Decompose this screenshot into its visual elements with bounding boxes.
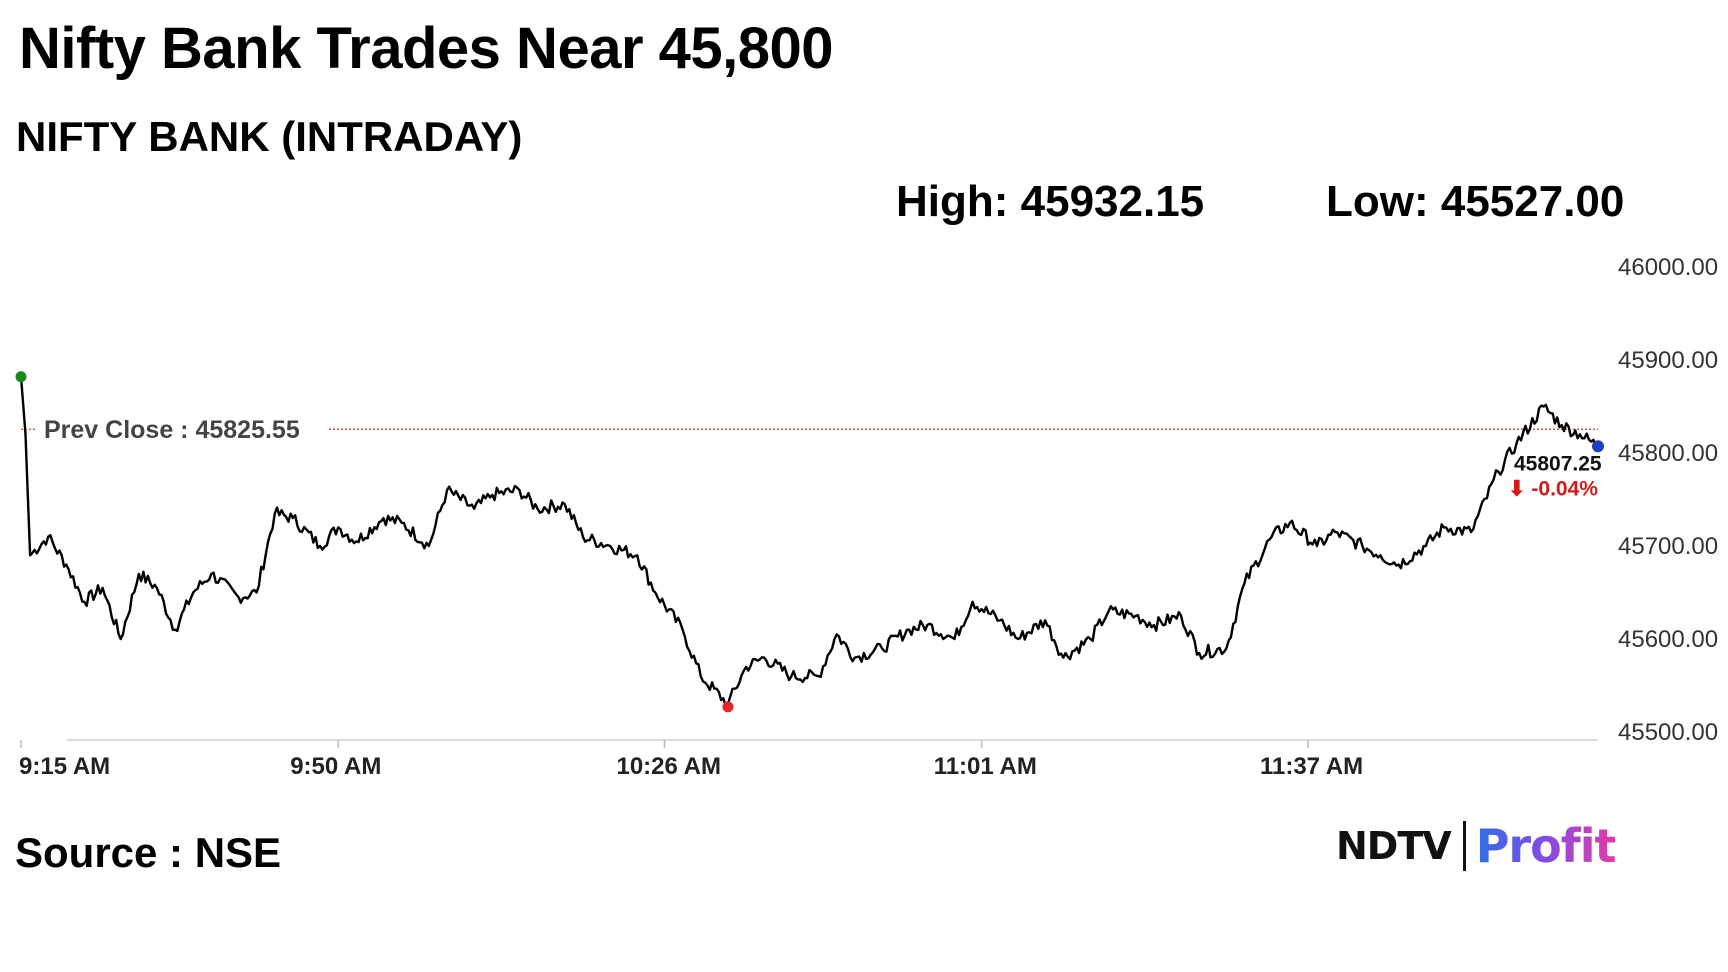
last-marker (1592, 440, 1604, 453)
x-tick-label: 11:01 AM (934, 753, 1037, 780)
change-label: ⬇ -0.04% (1508, 477, 1598, 500)
headline: Nifty Bank Trades Near 45,800 (19, 16, 834, 81)
chart-subtitle: NIFTY BANK (INTRADAY) (16, 113, 523, 160)
x-tick-label: 9:50 AM (290, 753, 381, 780)
y-tick-label: 45600.00 (1618, 626, 1718, 653)
x-tick-label: 11:37 AM (1260, 753, 1363, 780)
last-price-label: 45807.25 (1514, 452, 1602, 475)
logo-separator (1462, 821, 1466, 871)
y-axis: 46000.00 45900.00 45800.00 45700.00 45600.00… (1618, 254, 1718, 746)
source-note: Source : NSE (15, 829, 282, 876)
day-low: Low: 45527.00 (1326, 177, 1625, 226)
prev-close-label-bg (36, 411, 328, 446)
x-axis: 9:15 AM 9:50 AM 10:26 AM 11:01 AM 11:37 AM (19, 739, 1598, 780)
logo-product: Profit (1475, 819, 1617, 873)
logo-brand: NDTV (1336, 824, 1452, 868)
y-tick-label: 45700.00 (1618, 533, 1718, 560)
x-tick-label: 9:15 AM (19, 753, 110, 780)
y-tick-label: 45500.00 (1618, 719, 1718, 746)
y-tick-label: 45900.00 (1618, 347, 1718, 374)
low-marker (722, 701, 734, 713)
y-tick-label: 45800.00 (1618, 440, 1718, 467)
ndtv-profit-logo: NDTV Profit (1336, 818, 1617, 874)
price-line (19, 376, 1599, 708)
day-high: High: 45932.15 (896, 177, 1205, 226)
y-tick-label: 46000.00 (1618, 254, 1718, 281)
prev-close-label: Prev Close : 45825.55 (44, 416, 300, 444)
x-tick-label: 10:26 AM (616, 753, 720, 780)
open-marker (15, 371, 27, 383)
